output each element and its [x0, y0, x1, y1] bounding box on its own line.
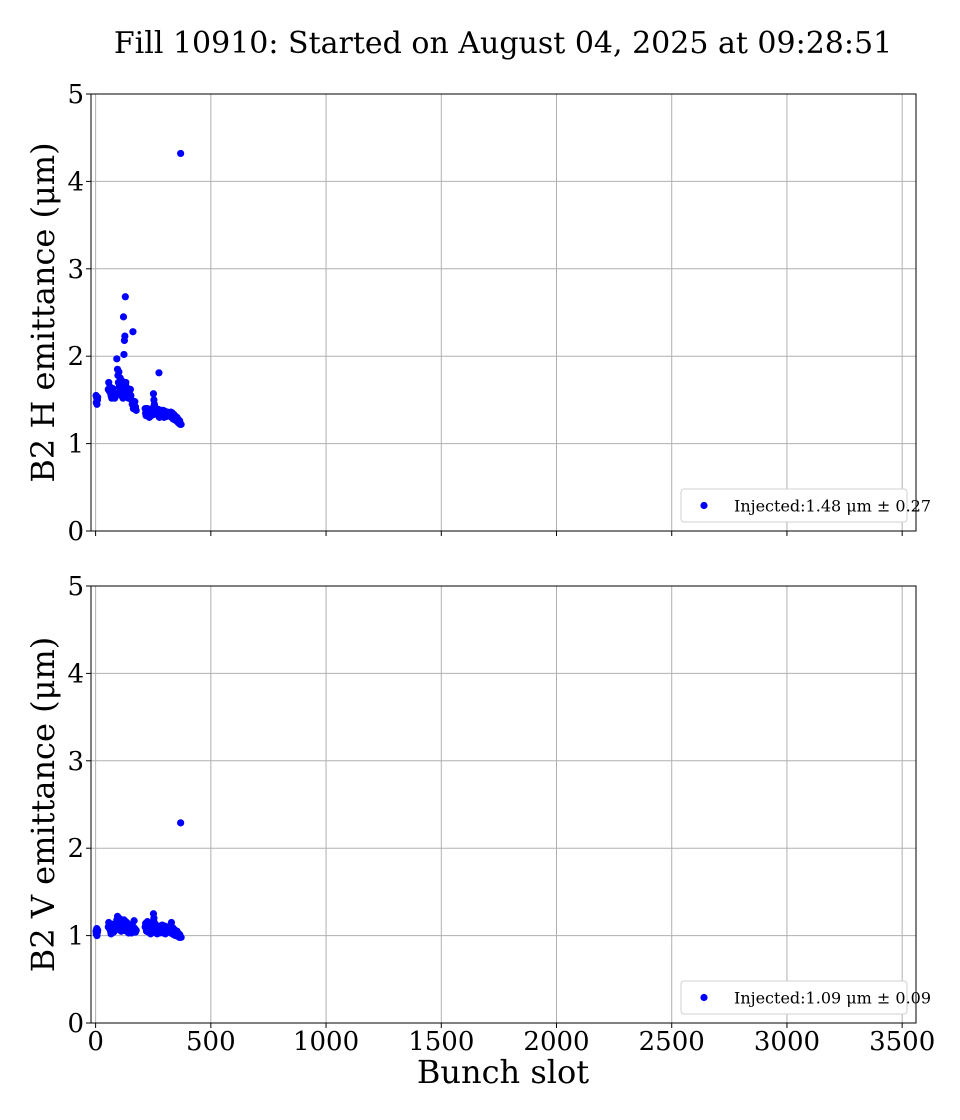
data-point — [177, 819, 185, 827]
data-point — [113, 355, 121, 363]
x-tick-label: 2500 — [639, 1027, 705, 1057]
data-point — [177, 933, 185, 941]
data-point — [177, 420, 185, 428]
legend-marker — [700, 993, 708, 1002]
y-tick-label: 2 — [67, 342, 84, 372]
x-axis-label: Bunch slot — [417, 1053, 589, 1091]
y-tick-label: 1 — [67, 430, 84, 460]
x-tick-label: 0 — [87, 1027, 104, 1057]
data-point — [126, 385, 135, 394]
x-tick-label: 3500 — [869, 1027, 935, 1057]
data-point — [121, 332, 129, 340]
y-tick-label: 4 — [67, 167, 84, 197]
subplot-2: 0 500 1000 1500 2000 2500 3000 3500 0 1 2 3 4 5 B2 V e… — [24, 572, 935, 1057]
subplot-1: 0 1 2 3 4 5 B2 H emittance (μm) Injected:1.48 μ… — [24, 80, 931, 547]
legend-box — [680, 980, 908, 1015]
y-tick-label: 5 — [67, 80, 84, 110]
series-1 — [92, 819, 185, 941]
data-point — [129, 328, 137, 336]
x-tick-label: 500 — [186, 1027, 236, 1057]
legend: Injected:1.48 μm ± 0.27 — [680, 488, 931, 523]
y-axis-label: B2 V emittance (μm) — [24, 637, 62, 972]
legend: Injected:1.09 μm ± 0.09 — [680, 980, 931, 1015]
data-point — [121, 293, 129, 301]
subplots: 0 1 2 3 4 5 B2 H emittance (μm) Injected:1.48 μ… — [24, 80, 935, 1057]
y-tick-label: 3 — [67, 747, 84, 777]
data-point — [115, 368, 123, 376]
data-point — [130, 917, 138, 925]
y-tick-label: 1 — [67, 922, 84, 952]
series-1 — [92, 149, 185, 428]
y-tick-label: 0 — [67, 1009, 84, 1039]
data-point — [132, 406, 140, 414]
axes-frame — [90, 585, 917, 1024]
data-point — [120, 350, 128, 359]
y-tick-label: 5 — [67, 572, 84, 602]
x-tick-label: 2000 — [523, 1027, 589, 1057]
data-point — [149, 390, 158, 398]
axes-frame — [90, 93, 917, 532]
y-tick-label: 2 — [67, 834, 84, 864]
y-tick-label: 0 — [67, 517, 84, 547]
data-point — [119, 313, 128, 321]
data-point — [132, 926, 140, 934]
x-tick-label: 3000 — [754, 1027, 820, 1057]
y-tick-label: 4 — [67, 659, 84, 689]
legend-label: Injected:1.09 μm ± 0.09 — [734, 989, 931, 1008]
legend-marker — [700, 501, 708, 510]
data-point — [155, 369, 163, 377]
legend-box — [680, 488, 908, 523]
data-point — [94, 926, 102, 934]
legend-label: Injected:1.48 μm ± 0.27 — [734, 497, 931, 516]
data-point — [94, 393, 102, 401]
y-tick-label: 3 — [67, 255, 84, 285]
data-point — [131, 398, 139, 406]
figure-title: Fill 10910: Started on August 04, 2025 a… — [114, 26, 892, 61]
y-axis-label: B2 H emittance (μm) — [24, 142, 62, 482]
x-tick-label: 1000 — [293, 1027, 359, 1057]
x-tick-label: 1500 — [408, 1027, 474, 1057]
data-point — [177, 149, 185, 158]
